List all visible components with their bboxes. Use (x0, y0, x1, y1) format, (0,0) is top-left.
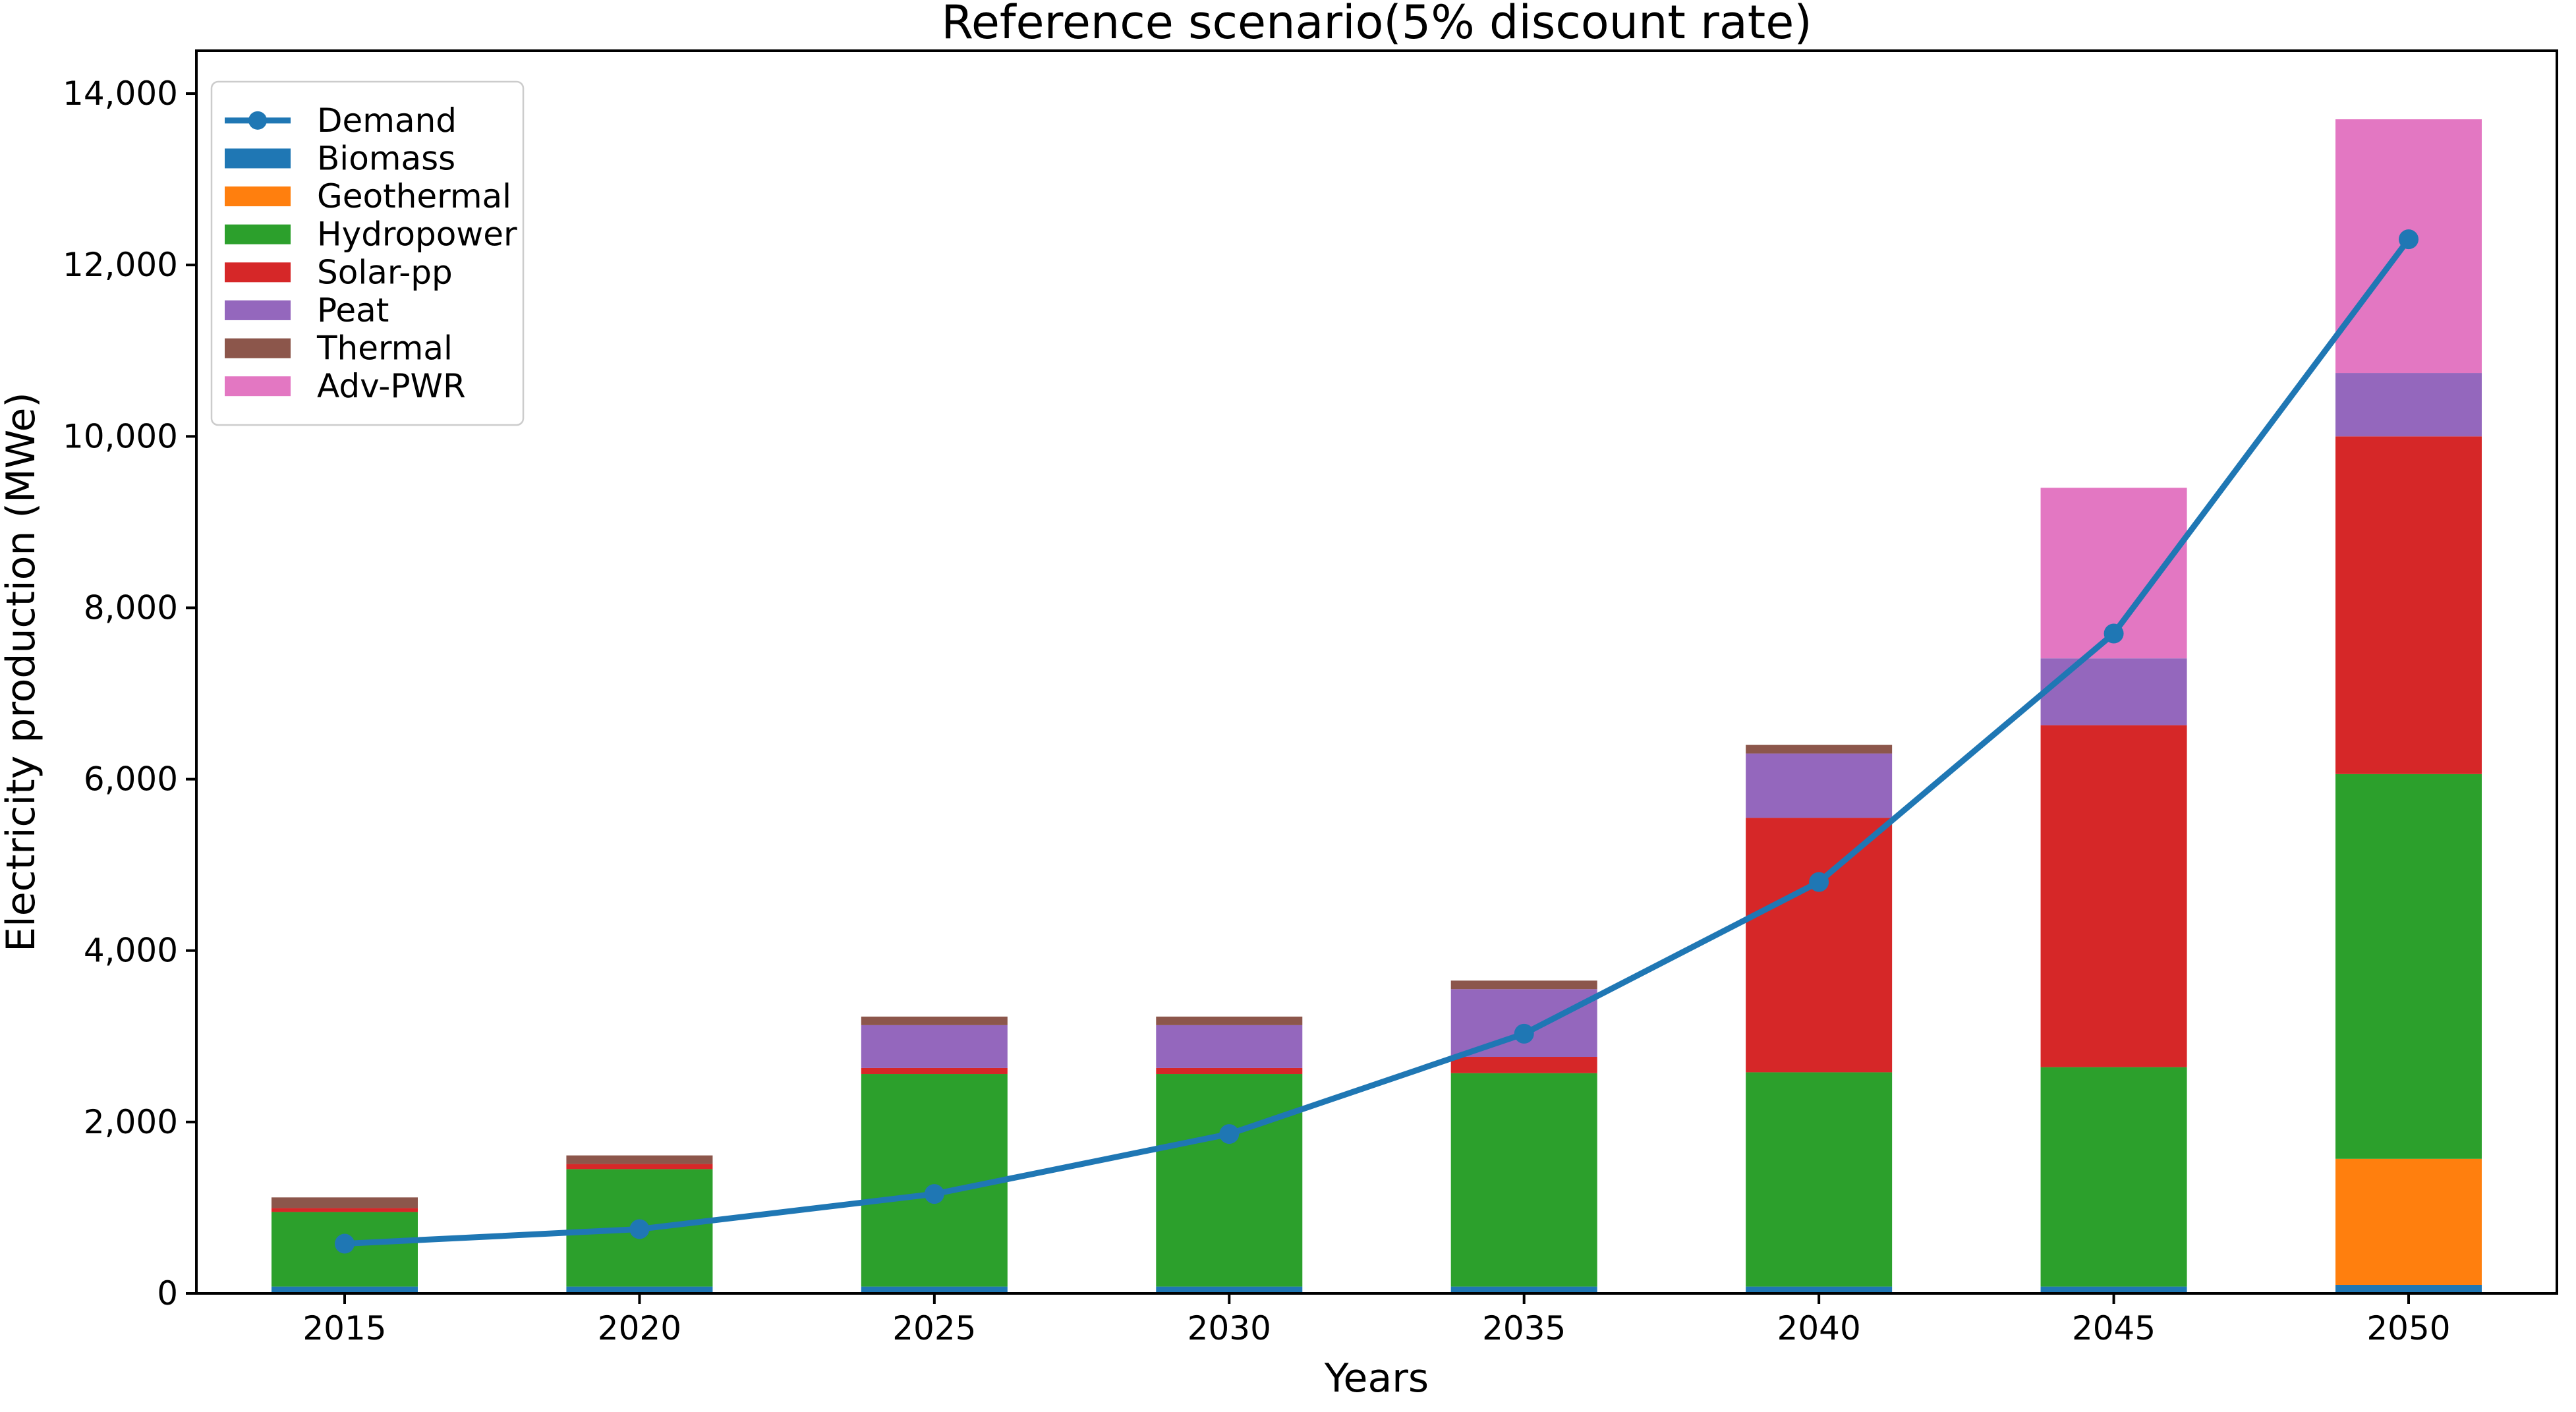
bar-segment-2020-solar-pp (566, 1164, 713, 1170)
bar-segment-2015-thermal (272, 1197, 418, 1208)
y-tick-label-4000: 4,000 (84, 932, 178, 970)
demand-marker-2035 (1514, 1023, 1534, 1044)
x-tick-label-2030: 2030 (1188, 1309, 1271, 1347)
bar-segment-2025-thermal (861, 1016, 1008, 1025)
bar-segment-2035-peat (1450, 989, 1597, 1058)
y-tick-label-0: 0 (157, 1274, 178, 1313)
demand-marker-2030 (1219, 1124, 1240, 1144)
legend-swatch-solar-pp (225, 262, 291, 283)
bar-segment-2030-biomass (1156, 1286, 1303, 1293)
x-tick-label-2015: 2015 (302, 1309, 386, 1347)
y-tick-label-12000: 12,000 (63, 246, 178, 284)
x-tick-label-2040: 2040 (1777, 1309, 1861, 1347)
legend-label-geothermal: Geothermal (317, 177, 511, 215)
legend-label-demand: Demand (317, 101, 457, 140)
legend-label-thermal: Thermal (316, 329, 453, 368)
x-tick-label-2035: 2035 (1482, 1309, 1566, 1347)
demand-line (341, 236, 2412, 1247)
legend-label-biomass: Biomass (317, 139, 455, 177)
chart-title: Reference scenario(5% discount rate) (941, 0, 1812, 49)
plot-border (195, 49, 2558, 1295)
bar-segment-2025-hydropower (861, 1074, 1008, 1287)
legend-item-solar-pp: Solar-pp (225, 253, 453, 291)
bar-segment-2030-thermal (1156, 1016, 1303, 1025)
bar-segment-2035-solar-pp (1450, 1057, 1597, 1073)
bar-segment-2035-thermal (1450, 980, 1597, 990)
bar-segment-2035-hydropower (1450, 1073, 1597, 1287)
bar-segment-2040-solar-pp (1746, 818, 1893, 1073)
y-tick-label-6000: 6,000 (84, 760, 178, 799)
bar-segment-2025-solar-pp (861, 1067, 1008, 1075)
legend-item-geothermal: Geothermal (225, 177, 511, 215)
x-tick-label-2020: 2020 (598, 1309, 681, 1347)
bar-segment-2030-hydropower (1156, 1074, 1303, 1287)
legend-swatch-hydropower (225, 224, 291, 244)
bar-segment-2050-biomass (2335, 1284, 2482, 1293)
bar-segment-2030-solar-pp (1156, 1067, 1303, 1075)
bar-segment-2050-geothermal (2335, 1158, 2482, 1285)
x-tick-label-2050: 2050 (2366, 1309, 2450, 1347)
legend-item-biomass: Biomass (225, 139, 455, 177)
x-tick-label-2025: 2025 (892, 1309, 976, 1347)
bar-segment-2020-biomass (566, 1286, 713, 1293)
demand-marker-2015 (335, 1233, 355, 1254)
bars-layer (272, 119, 2482, 1293)
legend-item-thermal: Thermal (225, 329, 453, 368)
bar-segment-2025-peat (861, 1025, 1008, 1068)
legend-label-solar-pp: Solar-pp (317, 253, 453, 291)
bar-segment-2035-biomass (1450, 1286, 1597, 1293)
axes-layer: 0 2,000 4,000 6,000 8,000 10,000 12,000 14,000 2… (63, 49, 2558, 1347)
legend-item-hydropower: Hydropower (225, 215, 517, 254)
bar-segment-2050-peat (2335, 373, 2482, 437)
legend-swatch-geothermal (225, 186, 291, 207)
legend-label-peat: Peat (317, 291, 389, 329)
legend-label-adv-pwr: Adv-PWR (317, 367, 466, 405)
demand-marker-2050 (2399, 229, 2419, 250)
x-tick-label-2045: 2045 (2072, 1309, 2156, 1347)
x-axis-label: Years (1324, 1355, 1429, 1401)
legend-swatch-biomass (225, 148, 291, 169)
demand-marker-2020 (629, 1219, 650, 1239)
y-tick-label-14000: 14,000 (63, 74, 178, 113)
demand-line-layer (335, 229, 2419, 1254)
legend: DemandBiomassGeothermalHydropowerSolar-p… (210, 80, 525, 426)
legend-demand-marker (248, 111, 267, 130)
bar-segment-2030-peat (1156, 1025, 1303, 1068)
bar-segment-2050-solar-pp (2335, 436, 2482, 774)
bar-segment-2050-hydropower (2335, 774, 2482, 1159)
bar-segment-2045-solar-pp (2040, 725, 2187, 1067)
bar-segment-2045-biomass (2040, 1286, 2187, 1293)
y-axis-label: Electricity production (MWe) (0, 392, 44, 952)
y-tick-label-8000: 8,000 (84, 588, 178, 627)
y-tick-label-10000: 10,000 (63, 417, 178, 455)
legend-swatch-peat (225, 300, 291, 320)
demand-marker-2045 (2104, 623, 2124, 644)
legend-item-demand: Demand (225, 101, 457, 140)
demand-marker-2040 (1809, 872, 1829, 892)
bar-segment-2045-peat (2040, 658, 2187, 725)
bar-segment-2015-biomass (272, 1286, 418, 1293)
bar-segment-2040-thermal (1746, 745, 1893, 754)
bar-segment-2025-biomass (861, 1286, 1008, 1293)
bar-segment-2045-hydropower (2040, 1067, 2187, 1287)
demand-marker-2025 (924, 1184, 944, 1204)
y-tick-label-2000: 2,000 (84, 1103, 178, 1141)
bar-segment-2040-biomass (1746, 1286, 1893, 1293)
legend-item-adv-pwr: Adv-PWR (225, 367, 466, 405)
legend-item-peat: Peat (225, 291, 389, 329)
legend-label-hydropower: Hydropower (317, 215, 517, 254)
legend-swatch-thermal (225, 338, 291, 358)
bar-segment-2040-peat (1746, 753, 1893, 818)
bar-segment-2015-solar-pp (272, 1208, 418, 1212)
bar-segment-2040-hydropower (1746, 1072, 1893, 1287)
legend-swatch-adv-pwr (225, 376, 291, 397)
bar-segment-2020-thermal (566, 1155, 713, 1164)
